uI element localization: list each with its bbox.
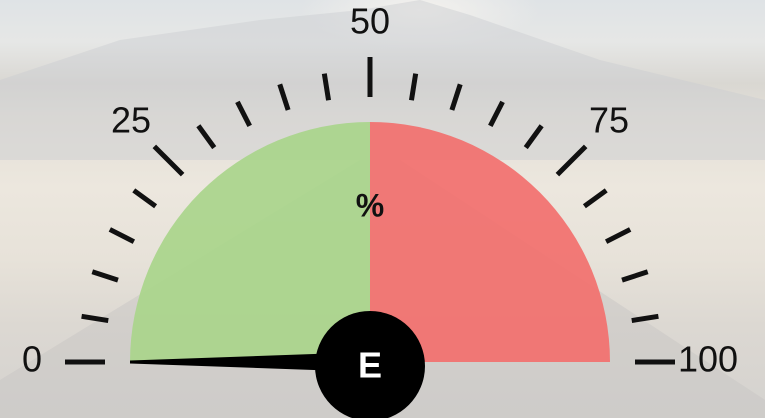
minor-tick — [110, 229, 134, 241]
tick-label: 100 — [678, 339, 738, 380]
minor-tick — [92, 272, 118, 280]
tick-label: 25 — [111, 100, 151, 141]
gauge: 0 25 50 75 100 E % — [0, 0, 765, 418]
tick-label: 75 — [589, 100, 629, 141]
minor-tick — [584, 190, 606, 206]
minor-tick — [134, 190, 156, 206]
tick-label: 50 — [350, 1, 390, 42]
unit-label: % — [356, 187, 384, 223]
hub-label: E — [358, 345, 382, 386]
minor-tick — [622, 272, 648, 280]
screen: 0 25 50 75 100 E % — [0, 0, 765, 418]
tick-label: 0 — [22, 339, 42, 380]
minor-tick — [606, 229, 630, 241]
